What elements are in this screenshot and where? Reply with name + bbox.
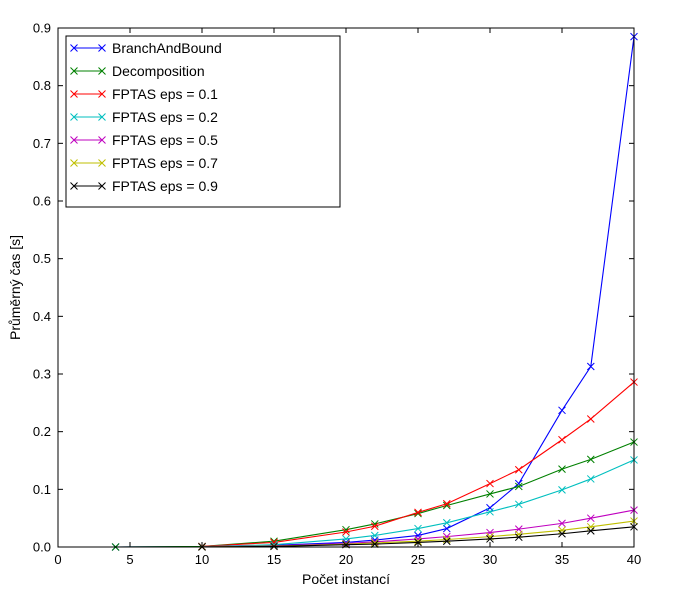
y-tick-label: 0.4 bbox=[33, 309, 51, 324]
data-point-marker bbox=[442, 524, 451, 533]
legend-box bbox=[65, 35, 341, 208]
data-point-marker bbox=[270, 542, 278, 551]
legend: BranchAndBound Decomposition FPTAS eps = 0… bbox=[65, 35, 341, 208]
legend-label: BranchAndBound bbox=[112, 40, 222, 56]
legend-entry: FPTAS eps = 0.2 bbox=[70, 109, 218, 125]
legend-label: FPTAS eps = 0.1 bbox=[112, 86, 218, 102]
y-tick-label: 0.5 bbox=[33, 251, 51, 266]
y-tick-label: 0.7 bbox=[33, 136, 51, 151]
legend-entry: FPTAS eps = 0.7 bbox=[70, 155, 218, 171]
y-tick-label: 0.0 bbox=[33, 540, 51, 555]
data-point-marker bbox=[370, 539, 379, 547]
data-point-marker bbox=[442, 518, 451, 527]
data-point-marker bbox=[558, 406, 566, 415]
x-tick-label: 5 bbox=[126, 552, 133, 567]
legend-label: FPTAS eps = 0.9 bbox=[112, 178, 218, 194]
legend-marker bbox=[70, 182, 78, 190]
data-point-marker bbox=[586, 362, 595, 371]
data-point-marker bbox=[370, 531, 379, 540]
data-point-marker bbox=[558, 435, 566, 444]
legend-marker bbox=[98, 159, 106, 167]
x-tick-label: 10 bbox=[195, 552, 209, 567]
axis-ticks: 0 5 10 15 20 25 30 35 40 0.0 0.1 0.2 0.3 0.4 0.5 0.6 0.7… bbox=[33, 21, 641, 568]
legend-marker bbox=[98, 67, 106, 75]
legend-marker bbox=[70, 159, 78, 167]
plot-series bbox=[111, 32, 638, 551]
data-point-marker bbox=[586, 526, 595, 535]
x-tick-label: 35 bbox=[555, 552, 569, 567]
data-point-marker bbox=[486, 535, 494, 543]
legend-entry: BranchAndBound bbox=[70, 40, 222, 56]
x-tick-label: 40 bbox=[627, 552, 641, 567]
plot-frame bbox=[57, 27, 635, 548]
legend-marker bbox=[98, 113, 106, 121]
legend-marker bbox=[98, 136, 106, 144]
data-point-marker bbox=[486, 479, 494, 488]
data-point-marker bbox=[486, 503, 494, 512]
data-point-marker bbox=[414, 538, 422, 547]
legend-marker bbox=[70, 44, 78, 52]
data-point-marker bbox=[586, 415, 595, 423]
data-point-marker bbox=[514, 465, 523, 474]
legend-entry: Decomposition bbox=[70, 63, 205, 79]
data-point-marker bbox=[514, 533, 523, 542]
y-tick-label: 0.8 bbox=[33, 78, 51, 93]
data-point-marker bbox=[414, 524, 422, 533]
series-group bbox=[111, 438, 638, 551]
legend-label: FPTAS eps = 0.7 bbox=[112, 155, 218, 171]
x-axis-label: Počet instancí bbox=[302, 571, 390, 587]
legend-marker bbox=[70, 90, 78, 98]
series-line bbox=[201, 459, 635, 548]
legend-label: FPTAS eps = 0.5 bbox=[112, 132, 218, 148]
y-tick-label: 0.6 bbox=[33, 194, 51, 209]
x-tick-label: 15 bbox=[267, 552, 281, 567]
data-point-marker bbox=[586, 475, 595, 483]
y-tick-label: 0.3 bbox=[33, 367, 51, 382]
x-tick-label: 0 bbox=[54, 552, 61, 567]
legend-entry: FPTAS eps = 0.1 bbox=[70, 86, 218, 102]
data-point-marker bbox=[558, 486, 566, 494]
series-group bbox=[198, 378, 638, 551]
data-point-marker bbox=[370, 540, 379, 548]
data-point-marker bbox=[442, 499, 451, 508]
series-line bbox=[115, 441, 635, 548]
data-point-marker bbox=[414, 508, 422, 517]
legend-marker bbox=[70, 136, 78, 144]
data-point-marker bbox=[558, 465, 566, 474]
data-point-marker bbox=[414, 531, 422, 540]
data-point-marker bbox=[342, 528, 350, 536]
legend-marker bbox=[98, 44, 106, 52]
data-point-marker bbox=[586, 455, 595, 464]
y-axis-label: Průměrný čas [s] bbox=[7, 235, 23, 340]
data-point-marker bbox=[414, 537, 422, 546]
data-point-marker bbox=[558, 529, 566, 538]
y-tick-label: 0.1 bbox=[33, 482, 51, 497]
data-point-marker bbox=[486, 507, 494, 516]
x-tick-label: 30 bbox=[483, 552, 497, 567]
data-point-marker bbox=[558, 519, 566, 528]
legend-marker bbox=[70, 67, 78, 75]
legend-label: Decomposition bbox=[112, 63, 205, 79]
legend-entry: FPTAS eps = 0.5 bbox=[70, 132, 218, 148]
legend-marker bbox=[98, 182, 106, 190]
legend-marker bbox=[98, 90, 106, 98]
data-point-marker bbox=[558, 526, 566, 535]
x-tick-label: 25 bbox=[411, 552, 425, 567]
data-point-marker bbox=[514, 500, 523, 509]
data-point-marker bbox=[514, 482, 523, 491]
data-point-marker bbox=[586, 514, 595, 523]
x-tick-label: 20 bbox=[339, 552, 353, 567]
y-tick-label: 0.2 bbox=[33, 424, 51, 439]
data-point-marker bbox=[442, 537, 451, 546]
data-point-marker bbox=[370, 522, 379, 531]
legend-marker bbox=[70, 113, 78, 121]
legend-label: FPTAS eps = 0.2 bbox=[112, 109, 218, 125]
data-point-marker bbox=[486, 490, 494, 498]
y-tick-label: 0.9 bbox=[33, 21, 51, 36]
legend-entry: FPTAS eps = 0.9 bbox=[70, 178, 218, 194]
